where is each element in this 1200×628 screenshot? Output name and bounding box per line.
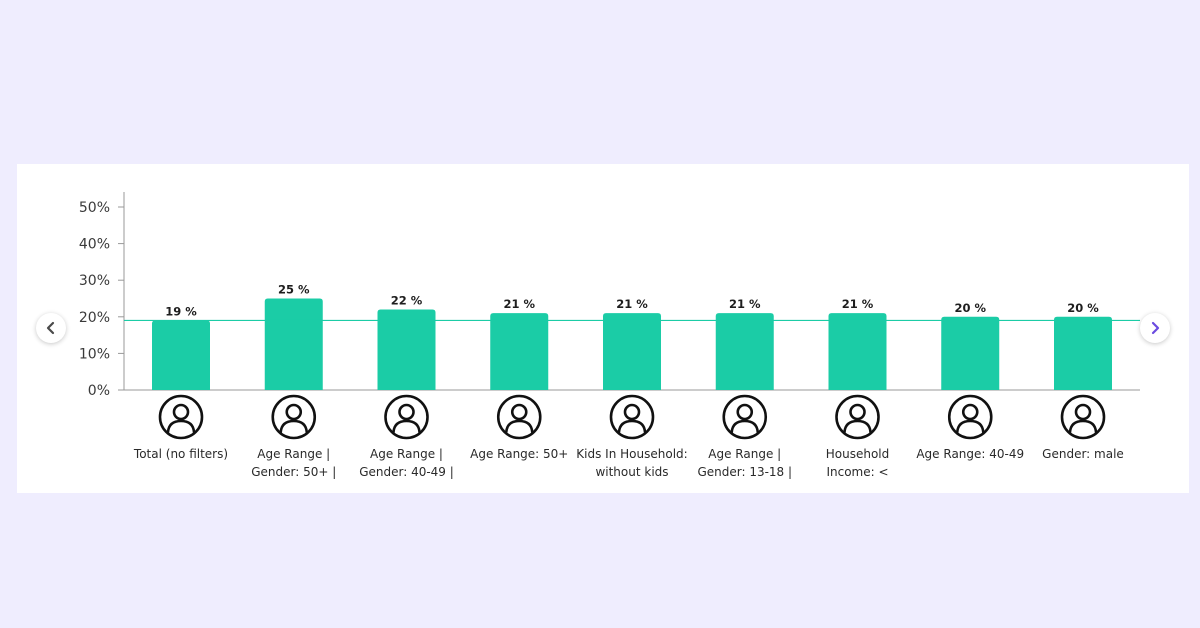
chevron-right-icon bbox=[1151, 321, 1160, 335]
chevron-left-icon bbox=[46, 321, 55, 335]
category-label: Age Range | Gender: 50+ | bbox=[251, 447, 336, 479]
value-label: 20 % bbox=[954, 301, 986, 315]
category-label-line: Kids In Household: bbox=[576, 447, 687, 461]
chart-card: 0% 10% 20% 30% 40% 50% 19 % 25 % 22 % 21 % 21 % 21… bbox=[17, 164, 1189, 493]
y-tick-label: 20% bbox=[79, 310, 110, 326]
category-label-line: Age Range | bbox=[370, 447, 443, 461]
user-icon bbox=[947, 394, 993, 440]
category-label-line: Gender: 40-49 | bbox=[359, 465, 454, 479]
user-icon-head bbox=[510, 403, 528, 421]
category-label-line: Income: < bbox=[826, 465, 888, 479]
user-icon-ring bbox=[609, 394, 655, 440]
category-label-line: Total (no filters) bbox=[133, 447, 228, 461]
user-icon-ring bbox=[722, 394, 768, 440]
user-icon-body bbox=[843, 419, 872, 434]
user-icon-ring bbox=[271, 394, 317, 440]
user-icon-head bbox=[172, 403, 190, 421]
bar bbox=[264, 298, 323, 390]
user-icon-body bbox=[1068, 419, 1098, 434]
y-tick-label: 10% bbox=[79, 346, 110, 362]
user-icon bbox=[496, 394, 542, 440]
user-icon bbox=[384, 394, 429, 440]
prev-button[interactable] bbox=[36, 313, 66, 343]
value-label: 21 % bbox=[842, 297, 874, 311]
user-icon-body bbox=[166, 419, 196, 434]
category-label-line: Household bbox=[826, 447, 890, 461]
bar bbox=[941, 316, 1000, 390]
user-icon-body bbox=[730, 419, 760, 434]
bar-chart: 0% 10% 20% 30% 40% 50% 19 % 25 % 22 % 21 % 21 % 21… bbox=[79, 192, 1140, 479]
user-icon bbox=[271, 394, 317, 440]
user-icon-body bbox=[279, 419, 309, 434]
user-icon-body bbox=[617, 419, 647, 434]
user-icon-head bbox=[849, 403, 866, 421]
user-icon-body bbox=[392, 419, 421, 434]
bar bbox=[715, 313, 774, 390]
category-label: Age Range | Gender: 40-49 | bbox=[359, 447, 454, 479]
y-tick-label: 0% bbox=[88, 383, 110, 399]
user-icon-ring bbox=[835, 394, 880, 440]
value-label: 21 % bbox=[729, 297, 761, 311]
value-label: 21 % bbox=[503, 297, 535, 311]
user-icon-ring bbox=[1060, 394, 1106, 440]
user-icon-ring bbox=[496, 394, 542, 440]
user-icon-head bbox=[961, 403, 979, 421]
bar bbox=[1054, 316, 1112, 390]
category-label: Total (no filters) bbox=[133, 447, 228, 461]
user-icon-ring bbox=[158, 394, 204, 440]
user-icon-ring bbox=[947, 394, 993, 440]
user-icon-head bbox=[285, 403, 303, 421]
user-icon-head bbox=[736, 403, 754, 421]
value-labels: 19 % 25 % 22 % 21 % 21 % 21 % 21 % 20 % 20 % bbox=[165, 283, 1099, 319]
y-tick-label: 40% bbox=[79, 237, 110, 253]
category-label: Household Income: < bbox=[826, 447, 890, 479]
category-label-line: Age Range: 50+ bbox=[470, 447, 568, 461]
category-label-line: Age Range: 40-49 bbox=[916, 447, 1024, 461]
user-icon bbox=[722, 394, 768, 440]
user-icon-body bbox=[955, 419, 985, 434]
category-label-line: Age Range | bbox=[257, 447, 330, 461]
user-icon-head bbox=[398, 403, 415, 421]
category-label-line: Gender: 50+ | bbox=[251, 465, 336, 479]
y-tick-label: 50% bbox=[79, 200, 110, 216]
user-icon-head bbox=[623, 403, 641, 421]
category-labels: Total (no filters) Age Range | Gender: 50+… bbox=[133, 447, 1124, 479]
category-label: Age Range: 40-49 bbox=[916, 447, 1024, 461]
user-icon bbox=[835, 394, 880, 440]
category-label: Kids In Household: without kids bbox=[576, 447, 687, 479]
user-icon-head bbox=[1074, 403, 1092, 421]
value-label: 21 % bbox=[616, 297, 648, 311]
bar bbox=[603, 313, 661, 390]
category-label-line: Age Range | bbox=[708, 447, 781, 461]
y-tick-label: 30% bbox=[79, 273, 110, 289]
category-label-line: without kids bbox=[595, 465, 668, 479]
category-label: Age Range: 50+ bbox=[470, 447, 568, 461]
user-icon-ring bbox=[384, 394, 429, 440]
bar bbox=[490, 313, 549, 390]
category-label: Age Range | Gender: 13-18 | bbox=[697, 447, 792, 479]
next-button[interactable] bbox=[1140, 313, 1170, 343]
category-label-line: Gender: male bbox=[1042, 447, 1124, 461]
value-label: 25 % bbox=[278, 283, 310, 297]
user-icon-body bbox=[504, 419, 534, 434]
user-icon bbox=[158, 394, 204, 440]
user-icon bbox=[609, 394, 655, 440]
category-label: Gender: male bbox=[1042, 447, 1124, 461]
bars bbox=[152, 298, 1112, 390]
category-label-line: Gender: 13-18 | bbox=[697, 465, 792, 479]
category-icons bbox=[158, 394, 1106, 440]
value-label: 22 % bbox=[391, 293, 423, 307]
bar bbox=[152, 320, 210, 390]
value-label: 20 % bbox=[1067, 301, 1099, 315]
bar bbox=[828, 313, 887, 390]
user-icon bbox=[1060, 394, 1106, 440]
bar bbox=[377, 309, 436, 390]
value-label: 19 % bbox=[165, 304, 197, 318]
